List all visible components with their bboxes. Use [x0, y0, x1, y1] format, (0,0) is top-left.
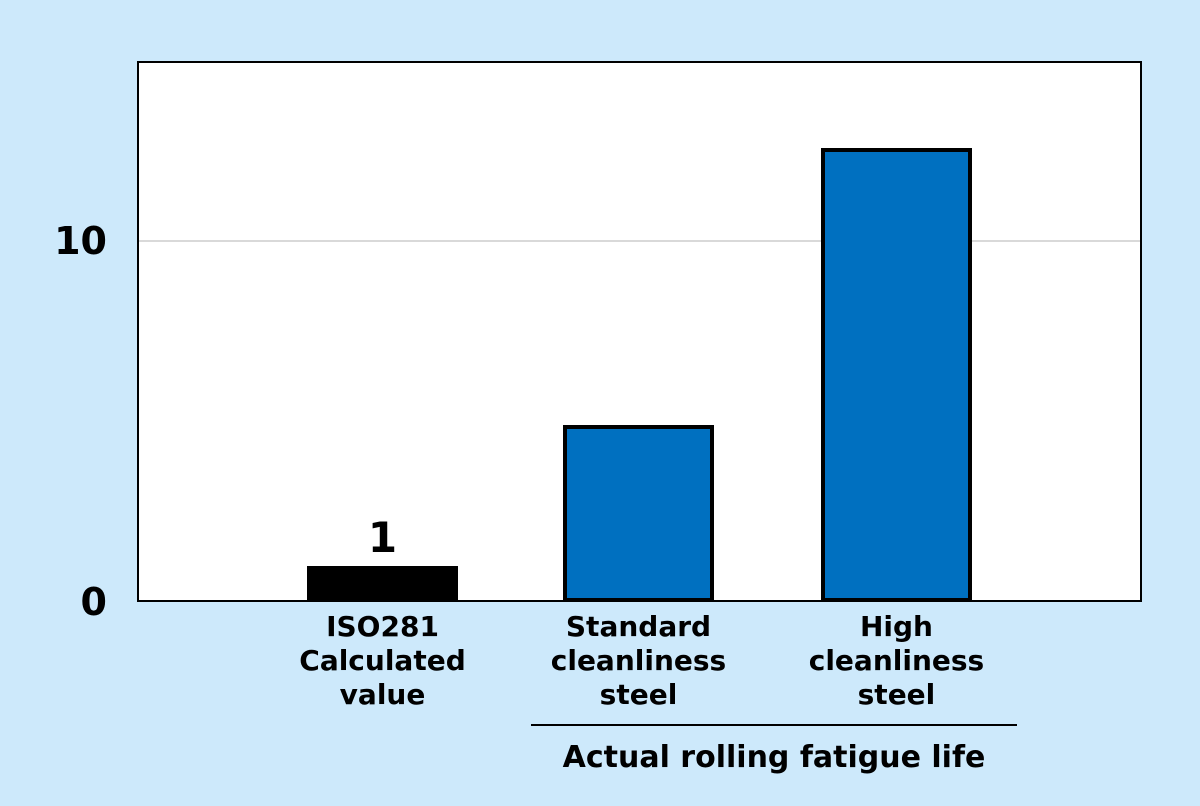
y-axis-tick-label: 10: [54, 219, 107, 264]
y-axis-tick-label: 0: [80, 580, 107, 624]
group-underline: [531, 724, 1017, 726]
x-axis-category-label: Standard cleanliness steel: [550, 610, 727, 711]
bar: [562, 425, 714, 602]
x-axis-category-label: ISO281 Calculated value: [299, 610, 466, 711]
gridline: [139, 240, 1140, 243]
group-annotation-label: Actual rolling fatigue life: [562, 740, 986, 775]
bar: [307, 565, 459, 602]
bar: [820, 147, 972, 602]
x-axis-category-label: High cleanliness steel: [808, 610, 985, 711]
bar-data-label: 1: [367, 512, 398, 562]
